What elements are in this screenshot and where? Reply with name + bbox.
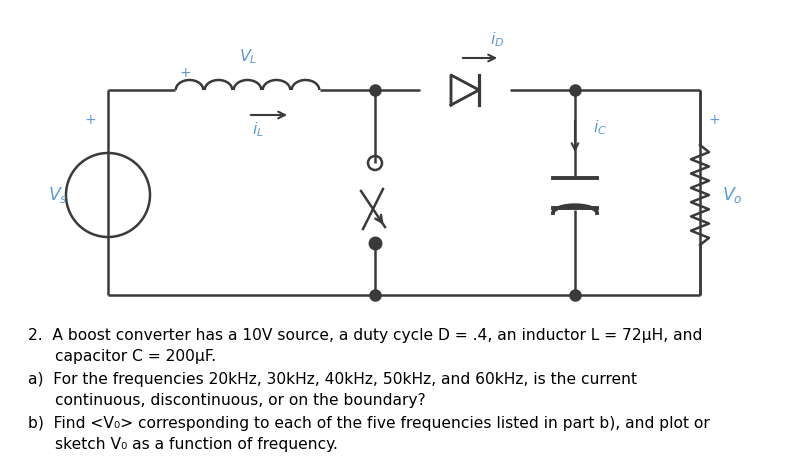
Circle shape bbox=[368, 156, 382, 170]
Text: capacitor C = 200μF.: capacitor C = 200μF. bbox=[55, 349, 216, 364]
Text: $i_D$: $i_D$ bbox=[490, 30, 505, 49]
Text: $V_L$: $V_L$ bbox=[239, 48, 257, 66]
Polygon shape bbox=[451, 75, 479, 105]
Text: $+$: $+$ bbox=[179, 66, 191, 80]
Text: $V_o$: $V_o$ bbox=[722, 185, 743, 205]
Text: $i_L$: $i_L$ bbox=[252, 121, 264, 139]
Text: 2.  A boost converter has a 10V source, a duty cycle D = .4, an inductor L = 72μ: 2. A boost converter has a 10V source, a… bbox=[28, 328, 702, 343]
Text: $i_C$: $i_C$ bbox=[593, 119, 607, 137]
Text: $+$: $+$ bbox=[84, 113, 96, 127]
Text: $V_s$: $V_s$ bbox=[48, 185, 68, 205]
Text: sketch V₀ as a function of frequency.: sketch V₀ as a function of frequency. bbox=[55, 437, 338, 452]
Text: $+$: $+$ bbox=[708, 113, 720, 127]
Text: a)  For the frequencies 20kHz, 30kHz, 40kHz, 50kHz, and 60kHz, is the current: a) For the frequencies 20kHz, 30kHz, 40k… bbox=[28, 372, 637, 387]
Text: b)  Find <V₀> corresponding to each of the five frequencies listed in part b), a: b) Find <V₀> corresponding to each of th… bbox=[28, 416, 710, 431]
Text: continuous, discontinuous, or on the boundary?: continuous, discontinuous, or on the bou… bbox=[55, 393, 426, 408]
